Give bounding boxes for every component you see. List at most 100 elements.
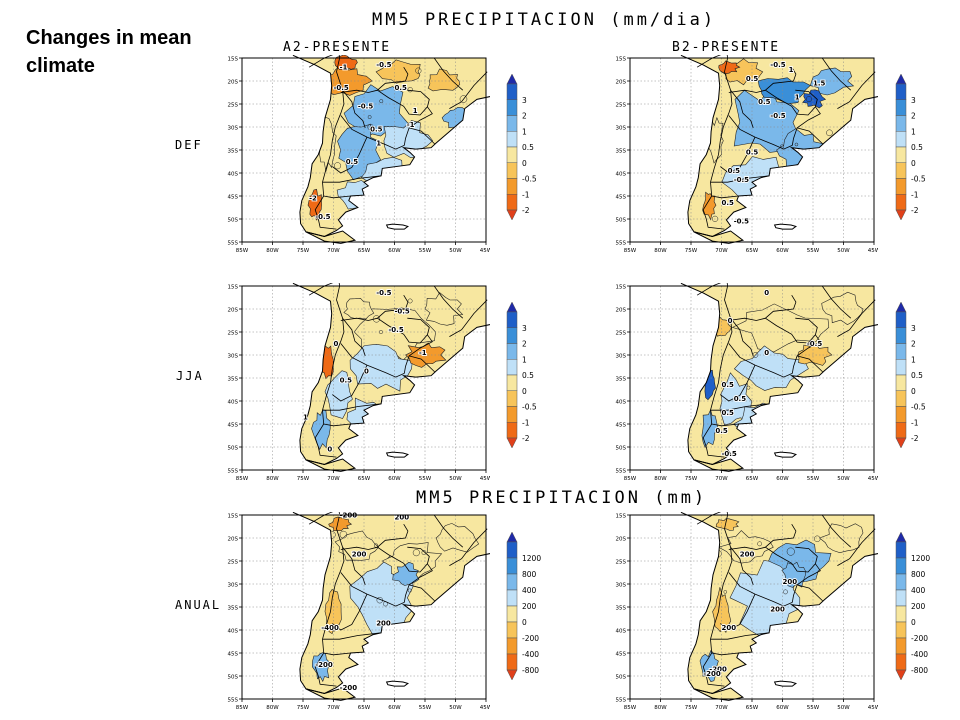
lat-tick-label: 40S (228, 629, 239, 635)
colorbar-tick-label: -2 (522, 206, 530, 215)
lat-tick-label: 45S (616, 423, 627, 429)
lat-tick-label: 30S (616, 354, 627, 360)
contour-loop (786, 547, 795, 556)
colorbar-swatch (895, 131, 907, 148)
lon-tick-label: 50W (837, 705, 850, 711)
colorbar-tick-label: 800 (911, 570, 926, 579)
precip-anomaly-region (324, 588, 342, 635)
lon-tick-label: 50W (837, 476, 850, 482)
colorbar-tick-label: -1 (911, 190, 919, 199)
precip-anomaly-region (435, 523, 480, 553)
colorbar-swatch (506, 146, 518, 163)
lon-tick-label: 60W (776, 248, 789, 254)
country-border (408, 127, 436, 145)
map-anual-b2: 200 200 200 200 -200-200 15S 20S 25S 30S 35S 40S 45… (616, 512, 878, 711)
lat-tick-label: 20S (616, 80, 627, 86)
colorbar-tick-label: 0 (911, 618, 916, 627)
country-border (837, 71, 876, 109)
lon-tick-label: 85W (236, 705, 249, 711)
colorbar-tick-label: -2 (522, 434, 530, 443)
colorbar-swatch (506, 115, 518, 132)
colorbar-swatch (506, 653, 518, 671)
country-border (711, 195, 739, 199)
lon-tick-label: 85W (624, 705, 637, 711)
colorbar-tick-label: 2 (522, 340, 527, 349)
lat-tick-label: 15S (616, 514, 627, 520)
row-label-anual: ANUAL (175, 598, 222, 612)
contour-label: 200 (395, 514, 410, 522)
country-border (449, 528, 488, 566)
contour-label: -0.5 (722, 450, 737, 458)
country-border (340, 572, 405, 607)
lat-tick-label: 50S (228, 218, 239, 224)
tierra-del-fuego-coast (693, 687, 745, 701)
falkland-islands (773, 451, 798, 458)
colorbar-tick-label: 1 (911, 355, 916, 364)
colorbar-swatch (506, 390, 518, 407)
country-border (340, 523, 409, 550)
contour-loop (746, 385, 751, 390)
lon-tick-label: 70W (715, 476, 728, 482)
contour-label: 0.5 (722, 409, 735, 417)
country-border (340, 343, 405, 378)
colorbar-tick-label: 200 (522, 602, 537, 611)
country-border (403, 563, 433, 603)
colorbar-bottom-arrow (506, 209, 518, 221)
country-border (314, 512, 345, 687)
colorbar-top-arrow (895, 73, 907, 85)
colorbar-swatch (506, 374, 518, 391)
colorbar-swatch (895, 162, 907, 179)
precip-anomaly-region (701, 408, 719, 449)
lat-tick-label: 55S (616, 469, 627, 475)
column-title-a2: A2-PRESENTE (283, 40, 392, 55)
colorbar-swatch (895, 343, 907, 360)
lat-tick-label: 50S (616, 218, 627, 224)
colorbar-swatch (895, 621, 907, 639)
lat-tick-label: 45S (228, 652, 239, 658)
lon-tick-label: 70W (327, 248, 340, 254)
colorbar-tick-label: 3 (911, 96, 916, 105)
colorbar-tick-label: 1200 (522, 554, 541, 563)
colorbar-tick-label: -400 (911, 650, 928, 659)
country-border (711, 423, 739, 427)
colorbar-tick-label: 0 (522, 159, 527, 168)
country-border (702, 283, 733, 458)
country-border (710, 175, 770, 183)
lon-tick-label: 70W (327, 705, 340, 711)
colorbar-tick-label: 1 (522, 127, 527, 136)
colorbar-swatch (506, 178, 518, 195)
contour-label: 0.5 (370, 126, 383, 134)
country-border (728, 294, 797, 321)
precip-anomaly-region (718, 60, 741, 75)
colorbar-top-arrow (506, 531, 518, 543)
lon-tick-label: 85W (624, 248, 637, 254)
country-border (791, 563, 821, 603)
lon-tick-label: 65W (746, 476, 759, 482)
country-border (720, 593, 756, 631)
contour-loop (331, 626, 337, 632)
lat-tick-label: 35S (616, 606, 627, 612)
lat-tick-label: 50S (228, 675, 239, 681)
lon-tick-label: 60W (776, 476, 789, 482)
country-border (323, 195, 351, 199)
precip-anomaly-region (328, 516, 353, 532)
lon-tick-label: 45W (868, 476, 878, 482)
colorbar-swatch (506, 573, 518, 591)
colorbar-tick-label: -0.5 (911, 175, 926, 184)
lon-tick-label: 65W (358, 248, 371, 254)
country-border (342, 317, 366, 357)
contour-label: -0.5 (358, 103, 373, 111)
contour-label: -200 (709, 665, 727, 673)
colorbar-tick-label: -1 (911, 418, 919, 427)
contour-loop (334, 162, 342, 170)
precip-anomaly-region (781, 561, 806, 588)
lon-tick-label: 55W (419, 705, 432, 711)
colorbar-swatch (506, 83, 518, 100)
contour-label: 200 (770, 606, 785, 614)
country-border (796, 127, 824, 145)
map-jja-a2: -0.5 -0.5 -0.5 -1 0 0.5 0 1 0 15S 20S 25S 30S 35S 40S 4… (228, 283, 490, 482)
lon-tick-label: 70W (715, 705, 728, 711)
lon-tick-label: 75W (685, 476, 698, 482)
country-border (332, 136, 368, 174)
colorbar-swatch (506, 311, 518, 328)
